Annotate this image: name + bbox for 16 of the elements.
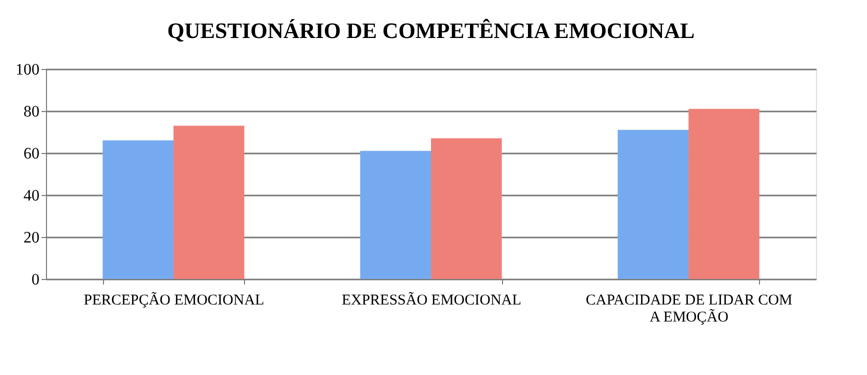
chart-title: QUESTIONÁRIO DE COMPETÊNCIA EMOCIONAL <box>167 18 695 43</box>
y-tick-label: 100 <box>16 62 40 78</box>
y-tick-label: 80 <box>24 104 40 120</box>
bar <box>431 138 502 279</box>
y-tick-label: 60 <box>24 146 40 162</box>
y-tick-label: 0 <box>32 272 40 288</box>
bar <box>688 108 760 279</box>
y-tick-label: 40 <box>24 188 40 204</box>
bar <box>102 140 174 279</box>
y-tick-label: 20 <box>24 230 40 246</box>
bar <box>173 126 244 279</box>
x-tick-label: PERCEPÇÃO EMOCIONAL <box>84 292 264 308</box>
bar <box>360 150 431 279</box>
bar <box>618 130 689 279</box>
x-tick-label: EXPRESSÃO EMOCIONAL <box>342 292 522 308</box>
x-tick-label: CAPACIDADE DE LIDAR COM A EMOÇÃO <box>586 292 792 326</box>
